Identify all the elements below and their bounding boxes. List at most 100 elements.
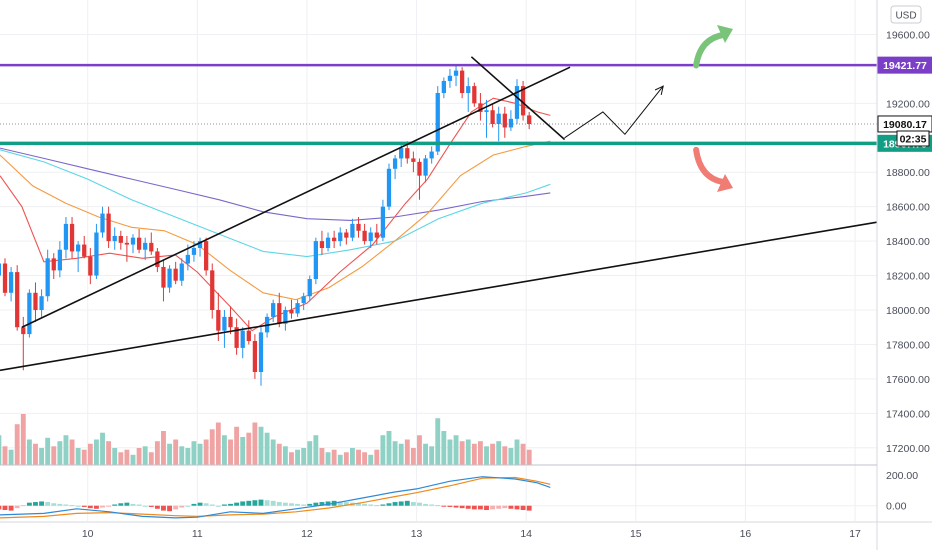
price-tick-label: 17400.00 (886, 408, 930, 420)
macd-histogram-bar (136, 504, 142, 506)
macd-histogram-bar (2, 505, 8, 510)
macd-histogram-bar (106, 505, 112, 507)
volume-bar (197, 443, 203, 465)
price-tick-label: 19200.00 (886, 98, 930, 110)
price-tick-label: 17600.00 (886, 374, 930, 386)
volume-bar (374, 449, 380, 465)
macd-histogram-bar (484, 505, 489, 510)
macd-histogram-bar (429, 504, 435, 506)
candle-body (362, 230, 367, 242)
volume-bar (356, 449, 361, 465)
macd-histogram-bar (325, 501, 331, 506)
volume-bar (398, 443, 404, 465)
arrow-down-shaft (693, 146, 727, 185)
macd-line (0, 476, 551, 519)
candle-body (100, 213, 105, 233)
candle-body (228, 316, 233, 328)
candle-body (277, 303, 282, 324)
macd-histogram-bar (234, 502, 240, 506)
volume-bar (313, 435, 319, 465)
candle-body (447, 75, 453, 81)
price-tick-label: 18600.00 (886, 202, 930, 214)
volume-bar (203, 439, 209, 465)
candle-body (307, 279, 312, 297)
volume-bar (526, 449, 532, 465)
macd-histogram-bar (8, 505, 14, 511)
candle-body (39, 296, 44, 310)
macd-histogram-bar (471, 505, 477, 510)
macd-histogram-bar (423, 503, 429, 506)
trend-line-2 (470, 56, 566, 141)
candle-body (453, 70, 459, 76)
time-tick-label: 11 (192, 528, 203, 540)
volume-bar (276, 443, 282, 465)
candle-body (143, 242, 148, 250)
macd-histogram-bar (453, 505, 459, 508)
macd-histogram-bar (130, 503, 136, 506)
volume-bar (161, 431, 166, 465)
volume-bar (45, 437, 51, 465)
macd-histogram-bar (496, 505, 502, 509)
candle-body (76, 244, 81, 252)
candle-body (204, 241, 209, 271)
candle-body (520, 86, 526, 116)
volume-bar (118, 452, 124, 465)
candle-body (106, 213, 111, 242)
macd-histogram-bar (246, 500, 252, 506)
macd-histogram-bar (161, 505, 166, 511)
arrow-up-head (717, 25, 734, 43)
macd-histogram-bar (270, 500, 276, 506)
volume-bar (319, 448, 325, 465)
projection-arrowhead (654, 85, 664, 96)
macd-histogram-bar (63, 504, 69, 506)
candle-body (350, 223, 355, 238)
macd-histogram-bar (154, 505, 160, 509)
macd-histogram-bar (93, 505, 99, 509)
volume-bar (435, 418, 441, 465)
candle-body (405, 148, 410, 159)
volume-bar (221, 435, 227, 465)
candle-body (332, 237, 337, 242)
currency-badge[interactable]: USD (890, 5, 922, 24)
candle-body (508, 118, 514, 128)
candle-body (301, 296, 306, 304)
candle-body (496, 113, 501, 124)
candle-body (21, 327, 26, 335)
candle-body (466, 86, 471, 93)
macd-histogram-bar (435, 505, 441, 507)
candle-body (82, 244, 87, 257)
macd-histogram-bar (167, 505, 173, 512)
candle-body (417, 161, 422, 176)
price-tag-label: 19080.17 (883, 119, 927, 131)
time-axis[interactable]: 10 11 12 13 14 15 16 17 (82, 528, 861, 540)
macd-histogram-bar (392, 502, 398, 506)
volume-bar (307, 441, 313, 465)
macd-histogram-bar (142, 505, 148, 507)
price-axis[interactable]: 17200.00 17400.00 17600.00 17800.00 18000.00… (886, 29, 930, 512)
volume-bar (87, 443, 93, 465)
volume-bar (295, 449, 301, 465)
macd-histogram-bar (252, 500, 258, 506)
macd-histogram-bar (57, 503, 63, 506)
macd-histogram-bar (148, 505, 154, 507)
volume-bar (185, 448, 191, 465)
volume-bar (2, 446, 8, 465)
time-tick-label: 12 (301, 528, 313, 540)
candle-body (0, 263, 2, 276)
macd-histogram-bar (490, 505, 496, 510)
macd-histogram-bar (301, 504, 307, 506)
macd-histogram-bar (313, 502, 319, 506)
price-tick-label: 18800.00 (886, 167, 930, 179)
macd-histogram-bar (33, 502, 38, 506)
macd-histogram-bar (337, 501, 343, 506)
macd-histogram-bar (75, 505, 81, 507)
candle-body (8, 272, 14, 293)
candle-body (399, 148, 404, 159)
drawing-layer (0, 25, 878, 372)
candle-body (94, 232, 99, 276)
candle-body (197, 241, 203, 248)
volume-bar (26, 439, 32, 465)
price-tag-label: 19421.77 (883, 60, 927, 72)
